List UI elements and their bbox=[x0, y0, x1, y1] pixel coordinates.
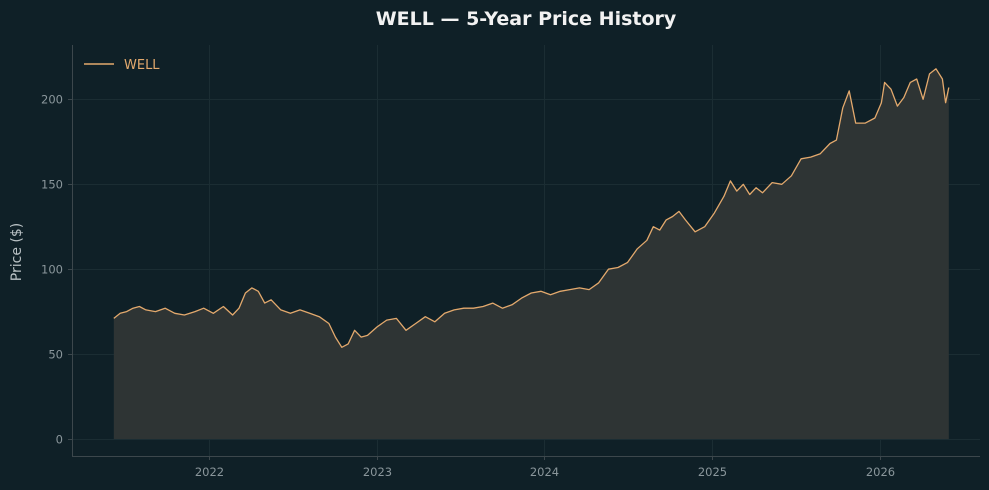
x-tick-label: 2026 bbox=[866, 465, 895, 479]
legend-label-well: WELL bbox=[124, 58, 160, 73]
series-line-well bbox=[113, 68, 950, 348]
y-tick-label: 100 bbox=[41, 263, 63, 277]
legend: WELL bbox=[84, 58, 160, 73]
x-tick-label: 2024 bbox=[530, 465, 559, 479]
y-tick-label: 50 bbox=[48, 348, 63, 362]
x-tick-label: 2025 bbox=[698, 465, 727, 479]
y-axis-label: Price ($) bbox=[9, 223, 25, 281]
axes-layer bbox=[72, 45, 980, 457]
x-tick-label: 2023 bbox=[363, 465, 392, 479]
series-layer bbox=[113, 68, 950, 440]
chart-title: WELL — 5-Year Price History bbox=[376, 8, 677, 30]
y-tick-label: 150 bbox=[41, 178, 63, 192]
series-area-well bbox=[113, 68, 949, 440]
x-tick-label: 2022 bbox=[195, 465, 224, 479]
y-tick-label: 0 bbox=[56, 433, 63, 447]
tick-layer: 0 50 100 150 200 2022 2023 2024 2025 2026 bbox=[41, 93, 895, 480]
y-tick-label: 200 bbox=[41, 93, 63, 107]
